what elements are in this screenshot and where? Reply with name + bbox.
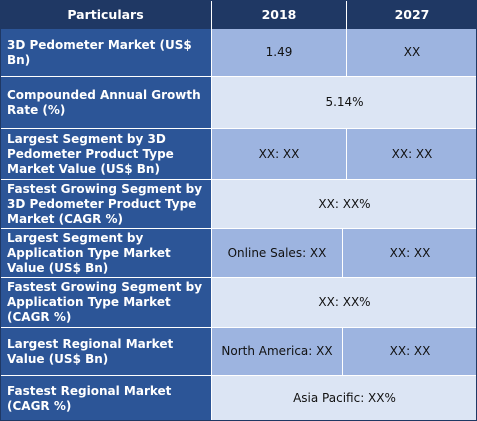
- row-label: Fastest Growing Segment by Application T…: [0, 278, 212, 328]
- row-label: Fastest Growing Segment by 3D Pedometer …: [0, 180, 212, 229]
- row-label: Compounded Annual Growth Rate (%): [0, 77, 212, 129]
- header-particulars: Particulars: [0, 0, 212, 29]
- row-label: Largest Segment by 3D Pedometer Product …: [0, 129, 212, 180]
- header-year-2018: 2018: [212, 0, 347, 29]
- row-label: Largest Segment by Application Type Mark…: [0, 229, 212, 278]
- row-label: Largest Regional Market Value (US$ Bn): [0, 328, 212, 376]
- row-value-merged: XX: XX%: [212, 278, 477, 328]
- row-value-2018: XX: XX: [212, 129, 347, 180]
- row-label: 3D Pedometer Market (US$ Bn): [0, 29, 212, 77]
- row-value-2018: North America: XX: [212, 328, 343, 376]
- row-value-2018: 1.49: [212, 29, 347, 77]
- row-label: Fastest Regional Market (CAGR %): [0, 376, 212, 421]
- row-value-2027: XX: XX: [347, 129, 477, 180]
- row-value-merged: Asia Pacific: XX%: [212, 376, 477, 421]
- row-value-2027: XX: [347, 29, 477, 77]
- row-value-2018: Online Sales: XX: [212, 229, 343, 278]
- row-value-merged: XX: XX%: [212, 180, 477, 229]
- row-value-merged: 5.14%: [212, 77, 477, 129]
- row-value-2027: XX: XX: [343, 229, 477, 278]
- row-value-2027: XX: XX: [343, 328, 477, 376]
- header-year-2027: 2027: [347, 0, 477, 29]
